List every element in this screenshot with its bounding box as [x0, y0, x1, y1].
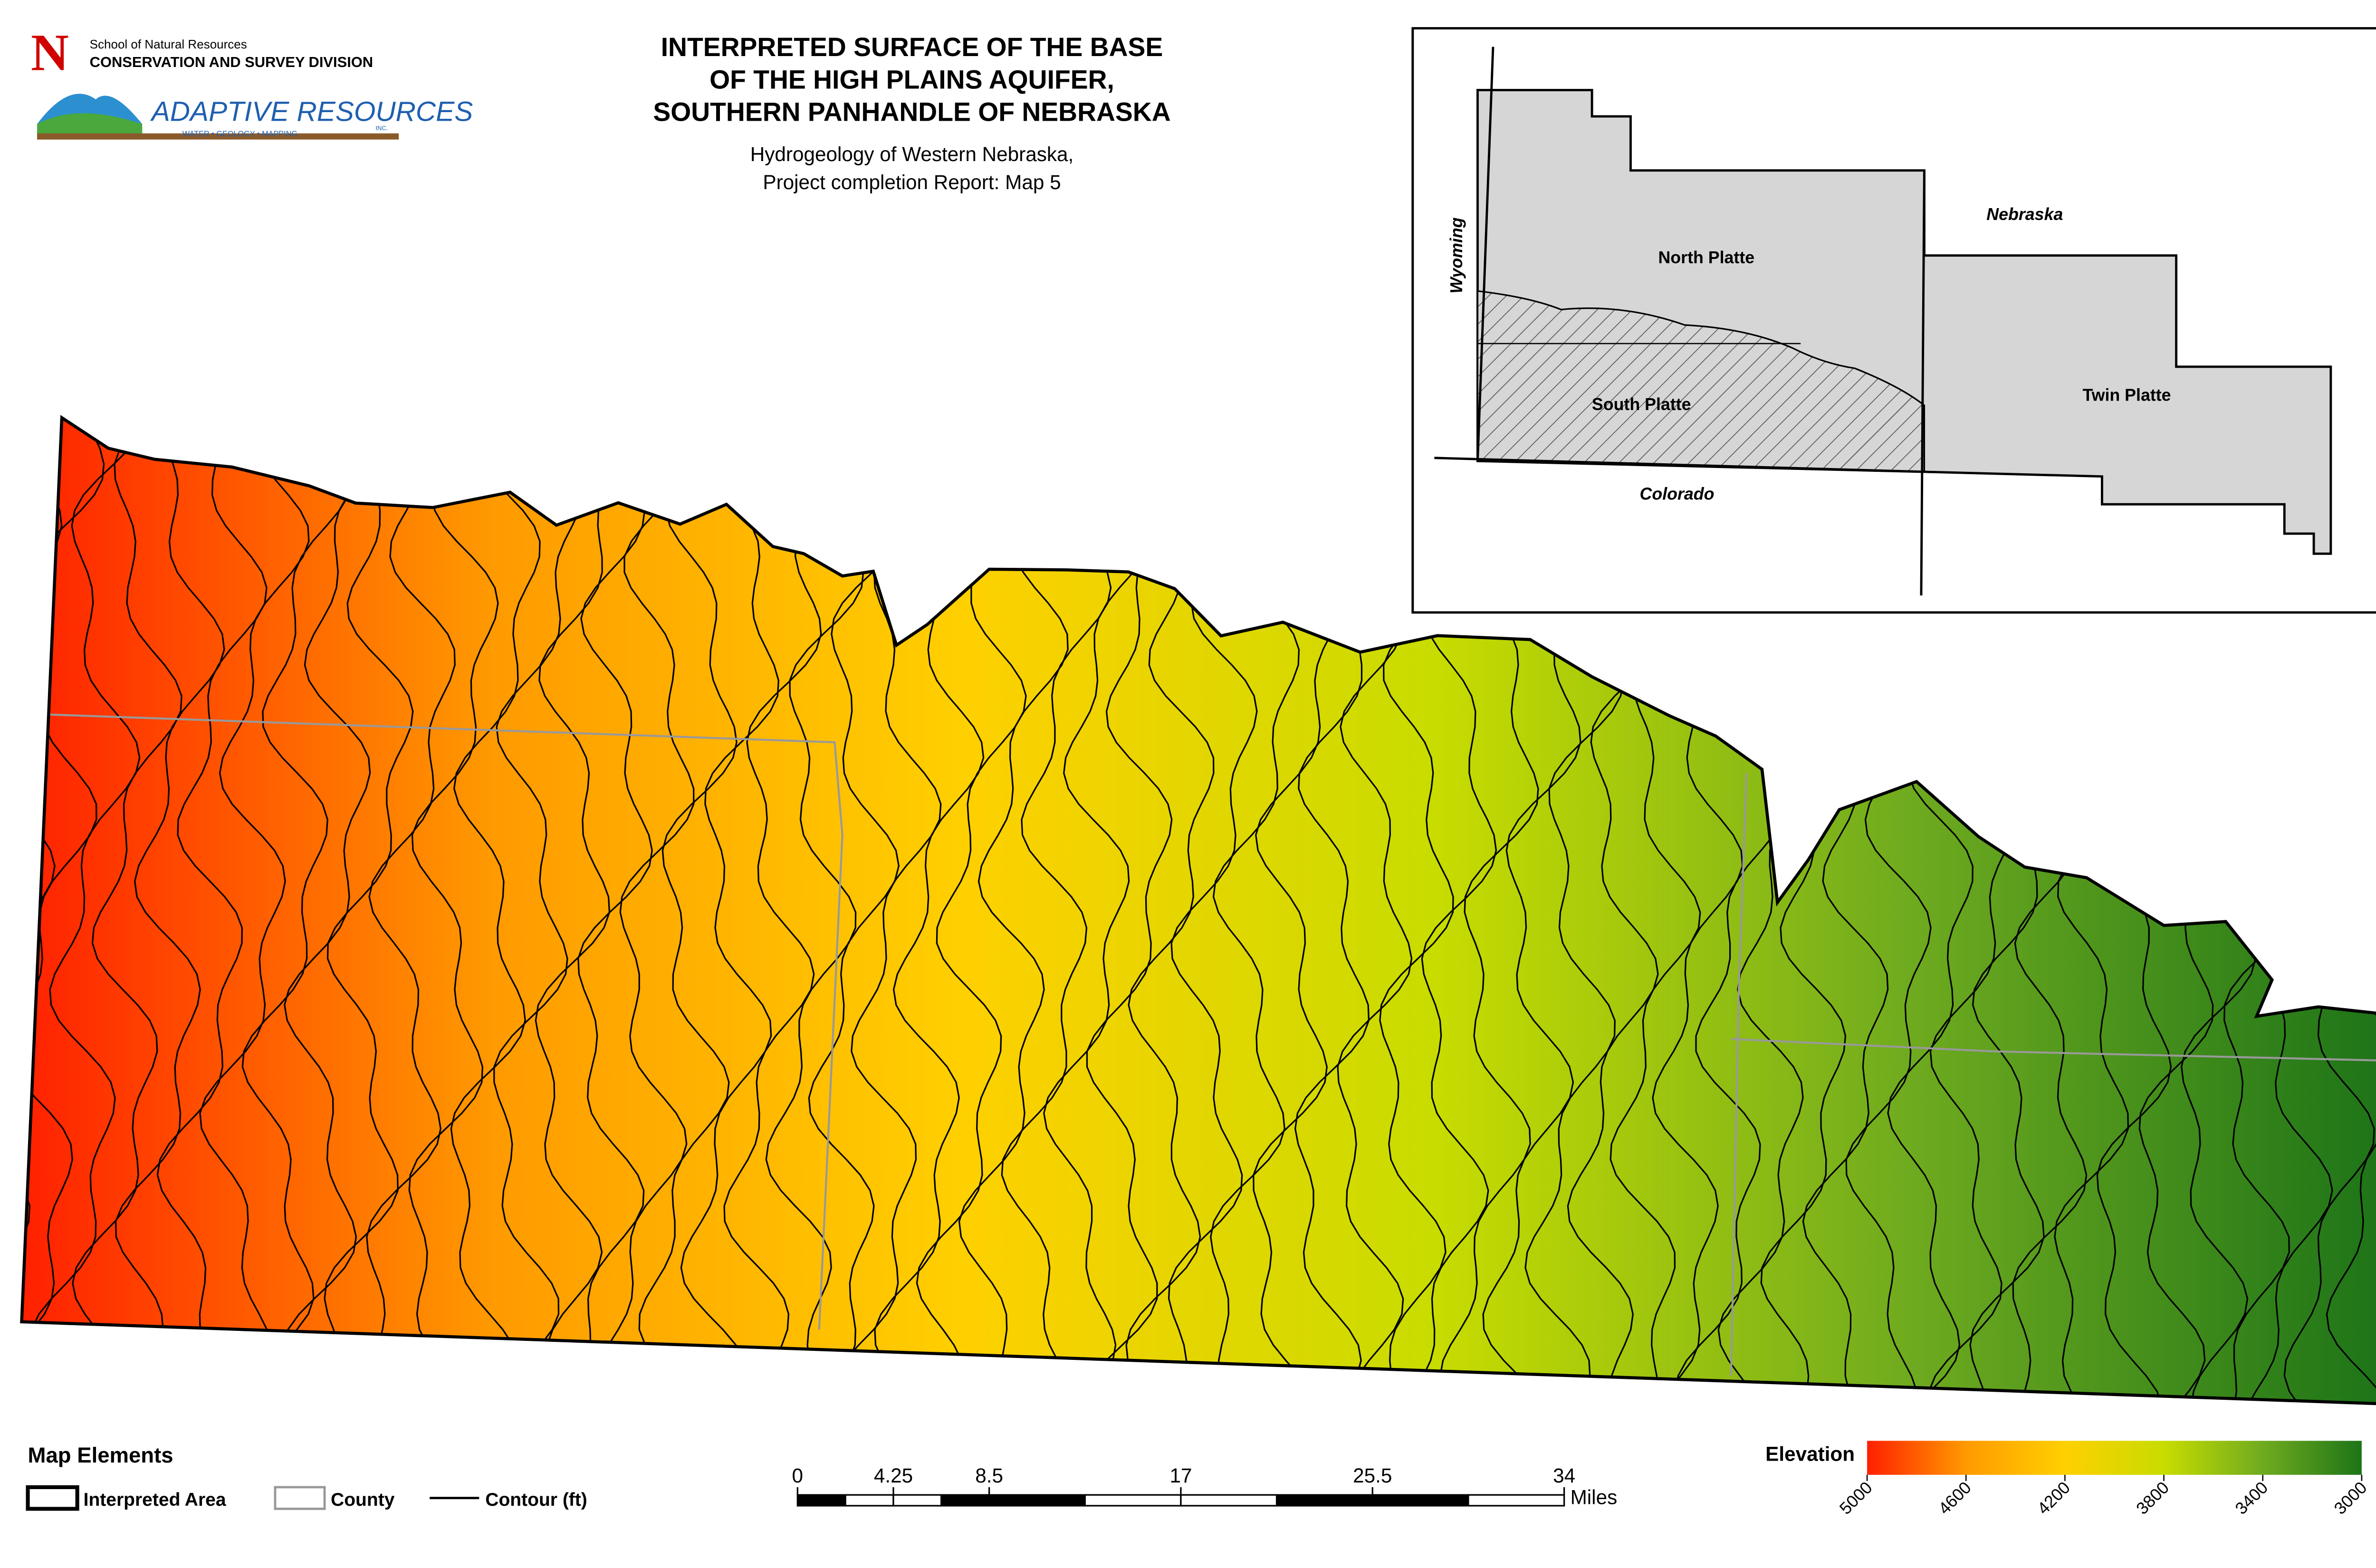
map-legend: Map Elements Interpreted Area County Con…: [26, 1443, 587, 1511]
scale-segment: [988, 1494, 1086, 1507]
county-lines: [46, 713, 2376, 1376]
contour-line: [282, 418, 394, 1404]
inset-boundary: [1434, 457, 1925, 473]
scale-bar: Miles 0 4.25 8.5 17 25.5 34: [792, 1464, 1618, 1509]
contour-line: [595, 418, 695, 1404]
legend-swatch: [26, 1485, 79, 1511]
scale-tick-label: 8.5: [975, 1464, 1003, 1487]
contour-line: [493, 418, 584, 1404]
contour-line: [723, 418, 822, 1404]
elevation-title: Elevation: [1765, 1443, 1855, 1465]
contour-line: [115, 418, 225, 1404]
logo-ground: [37, 133, 399, 140]
scale-segment: [1275, 1494, 1373, 1507]
subtitle-line: Hydrogeology of Western Nebraska,: [750, 143, 1074, 165]
scale-tick-label: 34: [1553, 1464, 1575, 1487]
contour-line: [366, 418, 456, 1404]
scale-segment: [892, 1494, 942, 1507]
contour-line: [535, 418, 626, 1404]
contour-line: [450, 418, 541, 1404]
inset-map: Nebraska North Platte South Platte Twin …: [1411, 27, 2376, 614]
contour-line: [239, 418, 353, 1404]
inset-label: Nebraska: [1986, 205, 2063, 224]
title-line: INTERPRETED SURFACE OF THE BASE: [661, 32, 1163, 62]
contour-line: [638, 418, 738, 1404]
contour-line: [72, 418, 182, 1404]
inset-label: Colorado: [1640, 485, 1715, 504]
inset-label: South Platte: [1592, 395, 1691, 414]
unl-division: CONSERVATION AND SURVEY DIVISION: [90, 54, 373, 70]
scale-segment: [1371, 1494, 1469, 1507]
unl-school: School of Natural Resources: [90, 37, 247, 51]
elevation-ramp: [1867, 1441, 2362, 1475]
interpreted-area-outline: [20, 415, 2376, 1405]
scale-tick-label: 25.5: [1353, 1464, 1392, 1487]
contour-line: [680, 418, 779, 1404]
inset-boundary: [1476, 47, 1495, 461]
county-line: [1730, 773, 1748, 1376]
legend-item: Contour (ft): [485, 1490, 587, 1510]
scale-segment: [1180, 1494, 1278, 1507]
scale-segment: [940, 1494, 990, 1507]
scale-unit: Miles: [1571, 1486, 1618, 1509]
legend-title: Map Elements: [28, 1443, 173, 1467]
scale-segment: [1467, 1494, 1565, 1507]
contour-line: [555, 418, 669, 1404]
title-line: SOUTHERN PANHANDLE OF NEBRASKA: [653, 97, 1170, 127]
unl-logo: N School of Natural Resources CONSERVATI…: [31, 23, 373, 81]
scale-segment: [796, 1494, 846, 1507]
adaptive-logo: ADAPTIVE RESOURCES INC. WATER • GEOLOGY …: [37, 94, 473, 140]
elevation-surface: [21, 418, 2376, 1404]
scale-tick-label: 0: [792, 1464, 804, 1487]
adaptive-tagline: WATER • GEOLOGY • MAPPING: [182, 130, 297, 138]
contour-line: [408, 418, 499, 1404]
adaptive-inc: INC.: [375, 124, 388, 132]
scale-segment: [844, 1494, 894, 1507]
legend-swatch: [274, 1486, 326, 1510]
legend-item: Interpreted Area: [84, 1490, 226, 1510]
contour-line: [324, 418, 433, 1404]
inset-boundary: [1920, 170, 1926, 596]
scale-tick-label: 17: [1169, 1464, 1192, 1487]
logo-hill: [37, 113, 143, 140]
contour-line: [30, 418, 147, 1404]
title-line: OF THE HIGH PLAINS AQUIFER,: [709, 65, 1114, 94]
elevation-legend: Elevation 5000 4600 4200 3800 3400 3000: [1765, 1441, 2371, 1518]
subtitle-line: Project completion Report: Map 5: [763, 171, 1061, 193]
county-line: [1731, 1038, 2376, 1062]
county-line: [46, 713, 843, 1330]
unl-n: N: [31, 23, 69, 81]
inset-label: Wyoming: [1447, 217, 1466, 293]
inset-south-platte: [1476, 290, 1926, 473]
inset-label: Twin Platte: [2082, 385, 2171, 404]
inset-label: North Platte: [1658, 248, 1754, 267]
scale-segment: [1084, 1494, 1182, 1507]
legend-item: County: [331, 1490, 395, 1510]
contour-line: [156, 418, 268, 1404]
scale-tick-label: 4.25: [874, 1464, 913, 1487]
adaptive-name: ADAPTIVE RESOURCES: [150, 96, 473, 127]
